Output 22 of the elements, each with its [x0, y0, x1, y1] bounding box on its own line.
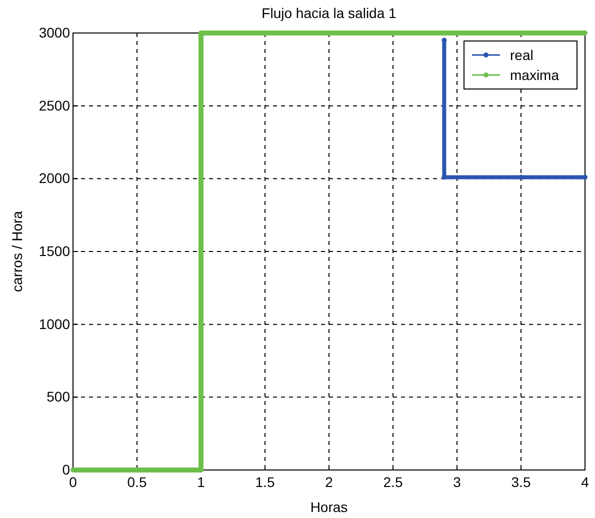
point — [518, 174, 524, 180]
point — [582, 174, 588, 180]
x-tick-label: 1.5 — [255, 474, 275, 490]
x-axis-title: Horas — [310, 499, 348, 515]
x-tick-label: 2.5 — [383, 474, 403, 490]
x-tick-label: 4 — [581, 474, 590, 490]
y-tick-label: 2000 — [38, 170, 70, 186]
x-tick-label: 1 — [197, 474, 206, 490]
chart-title: Flujo hacia la salida 1 — [262, 5, 397, 21]
y-tick-label: 0 — [62, 461, 70, 478]
y-axis-title: carros / Hora — [9, 210, 25, 292]
x-tick-label: 0.5 — [127, 474, 147, 490]
y-tick-label: 1500 — [38, 242, 70, 259]
x-tick-label: 3.5 — [511, 474, 531, 490]
y-tick-label: 500 — [46, 388, 70, 405]
y-tick-label: 3000 — [38, 24, 70, 40]
y-tick-label: 2500 — [38, 97, 70, 114]
y-tick-label: 1000 — [38, 316, 70, 332]
x-tick-label: 2 — [325, 474, 334, 490]
legend-label: real — [510, 47, 534, 63]
x-tick-label: 3 — [453, 474, 462, 490]
legend-label: maxima — [510, 67, 560, 83]
